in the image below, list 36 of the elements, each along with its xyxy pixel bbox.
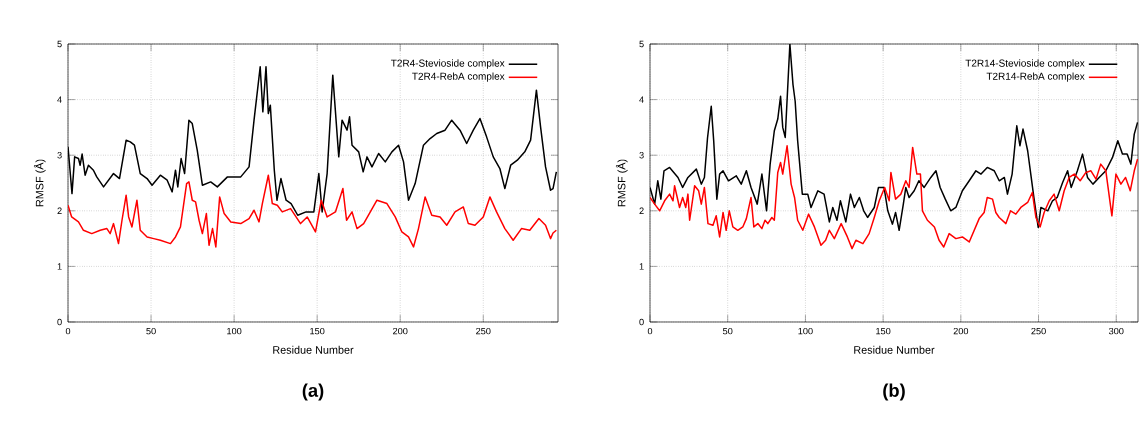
legend-label: T2R4-Stevioside complex [390,59,505,69]
y-tick-label: 3 [57,151,62,159]
y-tick-label: 2 [57,207,62,215]
x-tick-label: 0 [65,327,71,335]
legend-label: T2R14-Stevioside complex [965,59,1085,69]
x-tick-label: 200 [953,327,969,335]
y-tick-label: 3 [639,151,644,159]
x-axis-title: Residue Number [273,345,354,354]
y-tick-label: 5 [57,40,62,48]
y-tick-label: 4 [57,96,62,103]
y-tick-label: 0 [639,318,644,326]
text: (a) [302,383,324,401]
y-tick-label: 1 [57,263,62,270]
x-tick-label: 150 [310,327,325,335]
y-tick-label: 5 [639,40,644,48]
x-tick-label: 300 [1108,327,1124,335]
x-tick-label: 50 [146,327,156,335]
x-tick-label: 100 [798,327,813,335]
legend-label: T2R14-RebA complex [986,72,1085,82]
legend-label: T2R4-RebA complex [412,72,505,82]
y-tick-label: 2 [639,207,644,215]
text: (b) [883,383,905,401]
x-tick-label: 250 [476,327,491,335]
x-tick-label: 150 [876,327,891,335]
y-axis-title: RMSF (Å) [615,159,628,207]
y-axis-title: RMSF (Å) [33,159,46,207]
y-tick-label: 4 [639,96,644,103]
line-series [68,174,558,248]
x-axis-title: Residue Number [854,345,935,354]
y-tick-label: 0 [57,318,62,326]
x-tick-label: 0 [647,327,653,335]
x-tick-label: 200 [393,327,408,335]
x-tick-label: 100 [227,327,242,335]
x-tick-label: 250 [1031,327,1046,335]
y-tick-label: 1 [639,263,644,270]
x-tick-label: 50 [722,327,733,335]
